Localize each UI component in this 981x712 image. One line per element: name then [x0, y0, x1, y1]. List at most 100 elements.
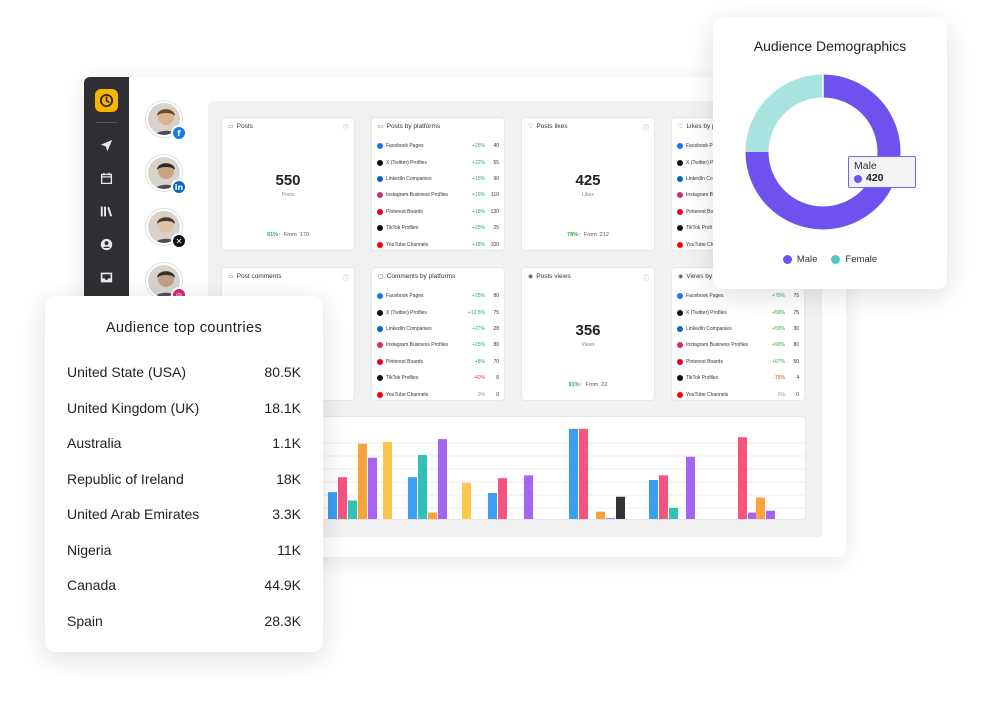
bar[interactable]: [368, 457, 377, 520]
platform-icon: [677, 241, 683, 248]
comments-by-platforms-card: ▢ Comments by platforms Facebook Pages +25…: [371, 267, 505, 401]
platform-name: YouTube Channels: [686, 391, 729, 398]
platform-name: Facebook Pages: [686, 293, 724, 300]
country-name: Republic of Ireland: [67, 470, 184, 487]
platform-value: 40: [493, 143, 499, 150]
platform-name: LinkedIn Companies: [686, 325, 732, 332]
profile-x[interactable]: ✕: [146, 209, 187, 249]
bar[interactable]: [669, 507, 678, 520]
linkedin-icon: in: [171, 179, 187, 195]
send-icon[interactable]: [98, 137, 115, 154]
platform-icon: [377, 358, 383, 365]
bar[interactable]: [606, 518, 615, 520]
info-icon[interactable]: ⓘ: [642, 276, 649, 282]
platform-row: LinkedIn Co: [677, 171, 799, 187]
posts-card: ▭ Posts ⓘ 550 Posts 91%↑ From 170: [221, 117, 355, 251]
donut-slice-female[interactable]: [745, 74, 824, 153]
bar[interactable]: [686, 456, 695, 520]
info-icon[interactable]: ⓘ: [642, 126, 649, 132]
views-sub: Views: [581, 342, 595, 348]
platform-name: X (Twitter) Profiles: [386, 309, 427, 316]
bar[interactable]: [766, 510, 775, 520]
bar[interactable]: [383, 441, 392, 520]
posts-likes-title: Posts likes: [536, 123, 568, 130]
bar[interactable]: [428, 512, 437, 520]
platform-change: +25%: [472, 293, 485, 300]
bar[interactable]: [738, 437, 747, 520]
legend-item-male[interactable]: Male: [782, 254, 817, 265]
monitor-icon: ▭: [228, 124, 234, 130]
bar[interactable]: [438, 439, 447, 520]
bar[interactable]: [328, 492, 337, 520]
platform-change: +8%: [474, 358, 485, 365]
platform-change: 0%: [777, 391, 785, 398]
country-row: Canada 44.9K: [67, 575, 301, 595]
platform-change: +18%: [472, 208, 485, 215]
bar[interactable]: [616, 496, 625, 520]
bar[interactable]: [524, 475, 533, 520]
bar-chart: [282, 428, 805, 520]
platform-name: Pinterest Boards: [386, 358, 423, 365]
post-comments-title: Post comments: [236, 273, 282, 280]
platform-name: X (Twitter) P: [686, 159, 714, 166]
platform-change: +67%: [772, 358, 785, 365]
library-icon[interactable]: [98, 203, 115, 220]
bar[interactable]: [579, 428, 588, 520]
platform-name: Facebook P: [686, 143, 713, 150]
platform-row: Instagram Bu: [677, 187, 799, 203]
heart-icon: ♡: [678, 124, 684, 130]
platform-icon: [677, 375, 683, 382]
sidebar-divider: [96, 122, 117, 123]
platform-name: TikTok Profiles: [386, 225, 419, 232]
calendar-icon[interactable]: [98, 170, 115, 187]
likes-pct: 78%↑: [567, 232, 581, 238]
bar[interactable]: [649, 480, 658, 520]
platform-row: Facebook P: [677, 138, 799, 154]
inbox-icon[interactable]: [98, 269, 115, 286]
bar[interactable]: [358, 443, 367, 520]
legend-swatch: [782, 255, 792, 264]
platform-name: TikTok Profi: [686, 225, 712, 232]
country-row: United State (USA) 80.5K: [67, 362, 301, 382]
bar[interactable]: [596, 511, 605, 520]
legend-item-female[interactable]: Female: [831, 254, 877, 265]
country-value: 11K: [277, 541, 301, 558]
bar[interactable]: [756, 497, 765, 520]
bar[interactable]: [659, 475, 668, 520]
demographics-legend: Male Female: [713, 254, 947, 265]
bar[interactable]: [498, 478, 507, 520]
bar[interactable]: [418, 454, 427, 520]
profile-linkedin[interactable]: in: [146, 155, 187, 195]
platform-change: +18%: [472, 241, 485, 248]
info-icon[interactable]: ⓘ: [342, 126, 349, 132]
posts-views-title: Posts views: [536, 273, 571, 280]
bar[interactable]: [748, 512, 757, 520]
platform-change: +16%: [472, 192, 485, 199]
bar[interactable]: [348, 500, 357, 520]
bar[interactable]: [462, 482, 471, 520]
platform-value: 130: [490, 208, 499, 215]
platform-icon: [377, 225, 383, 232]
platform-icon: [377, 342, 383, 349]
platform-row: TikTok Profiles +25% 25: [377, 220, 499, 236]
app-logo[interactable]: [95, 89, 118, 112]
views-from-value: 22: [601, 382, 608, 388]
platform-icon: [677, 192, 683, 199]
platform-row: TikTok Profi: [677, 220, 799, 236]
country-name: Nigeria: [67, 541, 112, 558]
donut-slice-male[interactable]: [745, 74, 901, 230]
tooltip-label: Male: [854, 160, 877, 172]
bar[interactable]: [338, 477, 347, 520]
bar[interactable]: [569, 428, 578, 520]
platform-row: Pinterest Boards +8% 70: [377, 354, 499, 370]
info-icon[interactable]: ⓘ: [342, 276, 349, 282]
bar[interactable]: [488, 493, 497, 520]
profile-facebook[interactable]: f: [146, 101, 187, 141]
platform-icon: [677, 293, 683, 300]
user-circle-icon[interactable]: [98, 236, 115, 253]
platform-change: +22%: [472, 159, 485, 166]
legend-swatch: [831, 255, 841, 264]
profile-instagram[interactable]: ◎: [146, 263, 187, 303]
bar[interactable]: [408, 477, 417, 520]
country-value: 18.1K: [264, 399, 301, 416]
